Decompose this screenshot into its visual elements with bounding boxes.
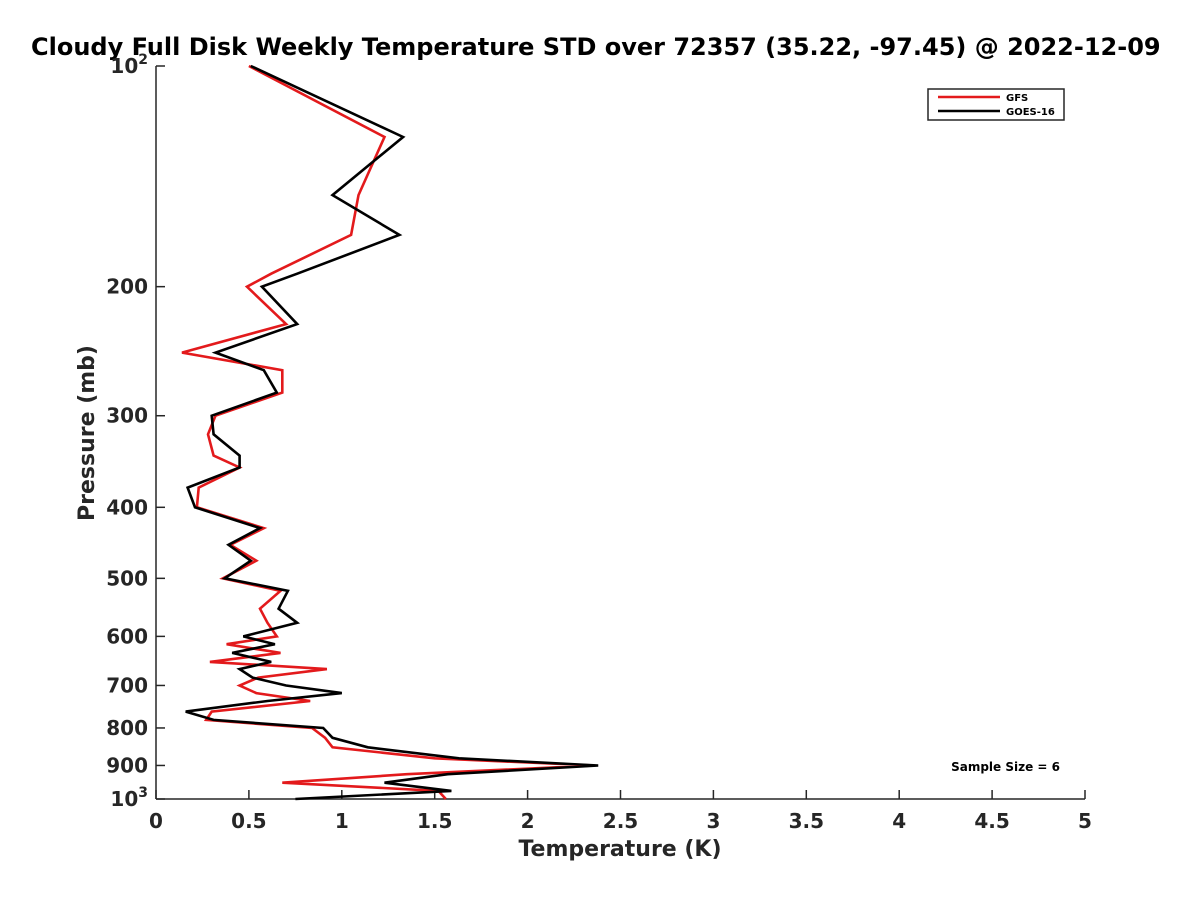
y-tick-label-base: 400: [106, 495, 148, 519]
legend-label-goes16: GOES-16: [1006, 107, 1055, 118]
y-tick-label: 400: [106, 495, 148, 519]
x-tick-label: 2.5: [603, 809, 638, 833]
y-tick-label: 200: [106, 275, 148, 299]
x-tick-label: 0: [149, 809, 163, 833]
y-tick-label-base: 500: [106, 566, 148, 590]
legend-box: [927, 88, 1065, 121]
y-tick-label-base: 10: [110, 54, 138, 78]
x-tick-label: 5: [1078, 809, 1092, 833]
series-line-gfs: [181, 64, 595, 800]
x-tick-label: 0.5: [231, 809, 266, 833]
x-tick-label: 1.5: [417, 809, 452, 833]
x-axis-ticks: 0 0.5 1 1.5 2 2.5 3 3.5 4 4.5 5: [149, 790, 1092, 833]
x-tick-label: 4.5: [974, 809, 1009, 833]
y-tick-label-base: 10: [110, 787, 138, 811]
series-line-goes16: [185, 64, 599, 801]
x-tick-label: 4: [892, 809, 906, 833]
y-tick-label: 102: [110, 52, 148, 78]
sample-size-annotation: Sample Size = 6: [951, 760, 1060, 774]
y-tick-label: 500: [106, 566, 148, 590]
x-axis-label: Temperature (K): [518, 837, 721, 862]
y-tick-label: 900: [106, 753, 148, 777]
x-tick-label: 3: [706, 809, 720, 833]
legend: GFS GOES-16: [927, 88, 1065, 121]
x-tick-label: 1: [335, 809, 349, 833]
y-tick-label-exponent: 3: [138, 785, 148, 801]
y-tick-label: 800: [106, 716, 148, 740]
x-tick-label: 2: [521, 809, 535, 833]
y-tick-label-base: 600: [106, 624, 148, 648]
legend-label-gfs: GFS: [1006, 93, 1028, 104]
y-tick-label: 300: [106, 404, 148, 428]
y-tick-label-exponent: 2: [138, 52, 148, 68]
plot-area: [155, 66, 1085, 800]
y-tick-label-base: 300: [106, 404, 148, 428]
y-tick-label: 700: [106, 673, 148, 697]
y-tick-label-base: 200: [106, 275, 148, 299]
y-tick-label-base: 700: [106, 673, 148, 697]
x-tick-label: 3.5: [789, 809, 824, 833]
y-tick-label-base: 800: [106, 716, 148, 740]
y-axis-label: Pressure (mb): [75, 345, 100, 521]
series-layer: [181, 64, 599, 801]
chart-title: Cloudy Full Disk Weekly Temperature STD …: [31, 33, 1161, 61]
y-tick-label: 103: [110, 785, 148, 811]
y-tick-label-base: 900: [106, 753, 148, 777]
y-tick-label: 600: [106, 624, 148, 648]
